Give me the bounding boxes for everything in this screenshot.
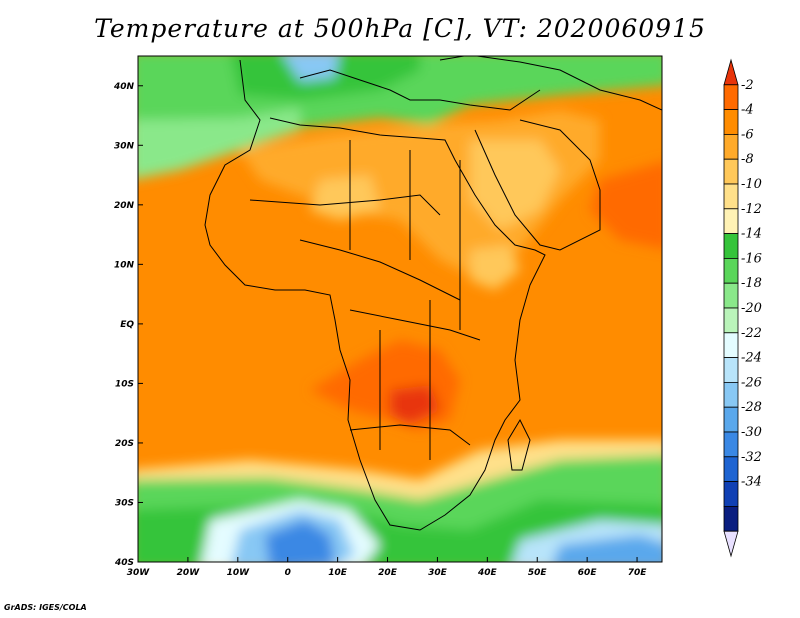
colorbar-swatch bbox=[723, 307, 739, 334]
map-title: Temperature at 500hPa [C], VT: 202006091… bbox=[94, 14, 706, 43]
colorbar-label: -20 bbox=[741, 301, 762, 316]
lat-tick-label: 30N bbox=[114, 141, 135, 151]
colorbar-label: -30 bbox=[741, 425, 762, 440]
temperature-field bbox=[138, 56, 662, 562]
coastlines bbox=[204, 56, 662, 531]
lat-tick-label: 10N bbox=[114, 260, 135, 270]
lon-tick-label: 10E bbox=[328, 568, 348, 578]
colorbar-swatch bbox=[723, 530, 739, 558]
colorbar-swatch bbox=[723, 456, 739, 482]
colorbar-swatch bbox=[723, 109, 739, 135]
colorbar-label: -12 bbox=[741, 202, 762, 217]
colorbar-label: -32 bbox=[741, 450, 762, 465]
lon-tick-label: 20E bbox=[378, 568, 398, 578]
lon-tick-label: 0 bbox=[285, 568, 291, 578]
colorbar-label: -26 bbox=[741, 375, 762, 390]
lat-tick-label: 30S bbox=[115, 498, 134, 508]
colorbar-swatch bbox=[723, 84, 739, 111]
lon-tick-label: 60E bbox=[578, 568, 598, 578]
lat-tick-label: EQ bbox=[120, 320, 134, 330]
colorbar-label: -4 bbox=[741, 103, 754, 118]
colorbar-label: -2 bbox=[741, 78, 754, 93]
colorbar-label: -22 bbox=[741, 326, 762, 341]
colorbar-swatch bbox=[723, 58, 739, 86]
map-frame bbox=[137, 55, 663, 563]
colorbar-swatch bbox=[723, 208, 739, 235]
colorbar-label: -14 bbox=[741, 227, 762, 242]
lat-tick-label: 20N bbox=[114, 201, 135, 211]
colorbar-swatch bbox=[723, 431, 739, 458]
colorbar-label: -24 bbox=[741, 351, 762, 366]
colorbar: -2 -4 -6 -8 -10 -12 -14 -16 -18 -20 -22 -24 -26 -28 -3… bbox=[723, 58, 762, 558]
colorbar-swatch bbox=[723, 233, 739, 259]
colorbar-swatch bbox=[723, 332, 739, 358]
colorbar-swatch bbox=[723, 406, 739, 433]
colorbar-label: -28 bbox=[741, 400, 762, 415]
colorbar-swatch bbox=[723, 381, 739, 408]
colorbar-swatch bbox=[723, 158, 739, 185]
colorbar-label: -34 bbox=[741, 475, 762, 490]
colorbar-swatch bbox=[723, 505, 739, 532]
colorbar-swatch bbox=[723, 282, 739, 309]
lon-tick-label: 50E bbox=[528, 568, 548, 578]
lon-tick-label: 30W bbox=[127, 568, 151, 578]
lat-tick-label: 40S bbox=[114, 558, 134, 568]
lon-tick-label: 30E bbox=[428, 568, 448, 578]
colorbar-label: -6 bbox=[741, 127, 754, 142]
colorbar-swatch bbox=[723, 257, 739, 284]
colorbar-swatch bbox=[723, 481, 739, 507]
colorbar-swatch bbox=[723, 133, 739, 160]
credit-text: GrADS: IGES/COLA bbox=[4, 603, 87, 612]
lon-tick-label: 40E bbox=[477, 568, 498, 578]
lat-tick-label: 20S bbox=[115, 439, 134, 449]
colorbar-swatch bbox=[723, 357, 739, 383]
colorbar-swatch bbox=[723, 183, 739, 210]
lat-tick-label: 40N bbox=[113, 82, 135, 92]
lon-tick-label: 70E bbox=[628, 568, 648, 578]
axis-ticks: 30W 20W 10W 0 10E 20E 30E 40E 50E 60E 70E 40N 30N 20N… bbox=[113, 82, 647, 578]
colorbar-label: -18 bbox=[741, 276, 762, 291]
colorbar-label: -8 bbox=[741, 152, 754, 167]
colorbar-label: -10 bbox=[741, 177, 762, 192]
colorbar-label: -16 bbox=[741, 251, 762, 266]
lon-tick-label: 20W bbox=[177, 568, 201, 578]
lon-tick-label: 10W bbox=[227, 568, 251, 578]
lat-tick-label: 10S bbox=[115, 379, 134, 389]
